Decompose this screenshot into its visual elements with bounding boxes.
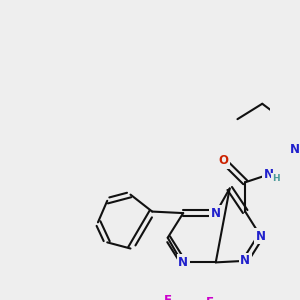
Text: N: N [290, 143, 300, 157]
Text: N: N [240, 254, 250, 267]
Text: O: O [218, 154, 229, 167]
Text: N: N [256, 230, 266, 243]
Text: H: H [272, 174, 280, 183]
Text: F: F [164, 294, 172, 300]
Text: N: N [178, 256, 188, 269]
Text: N: N [263, 168, 274, 181]
Text: F: F [206, 296, 214, 300]
Text: N: N [211, 207, 221, 220]
